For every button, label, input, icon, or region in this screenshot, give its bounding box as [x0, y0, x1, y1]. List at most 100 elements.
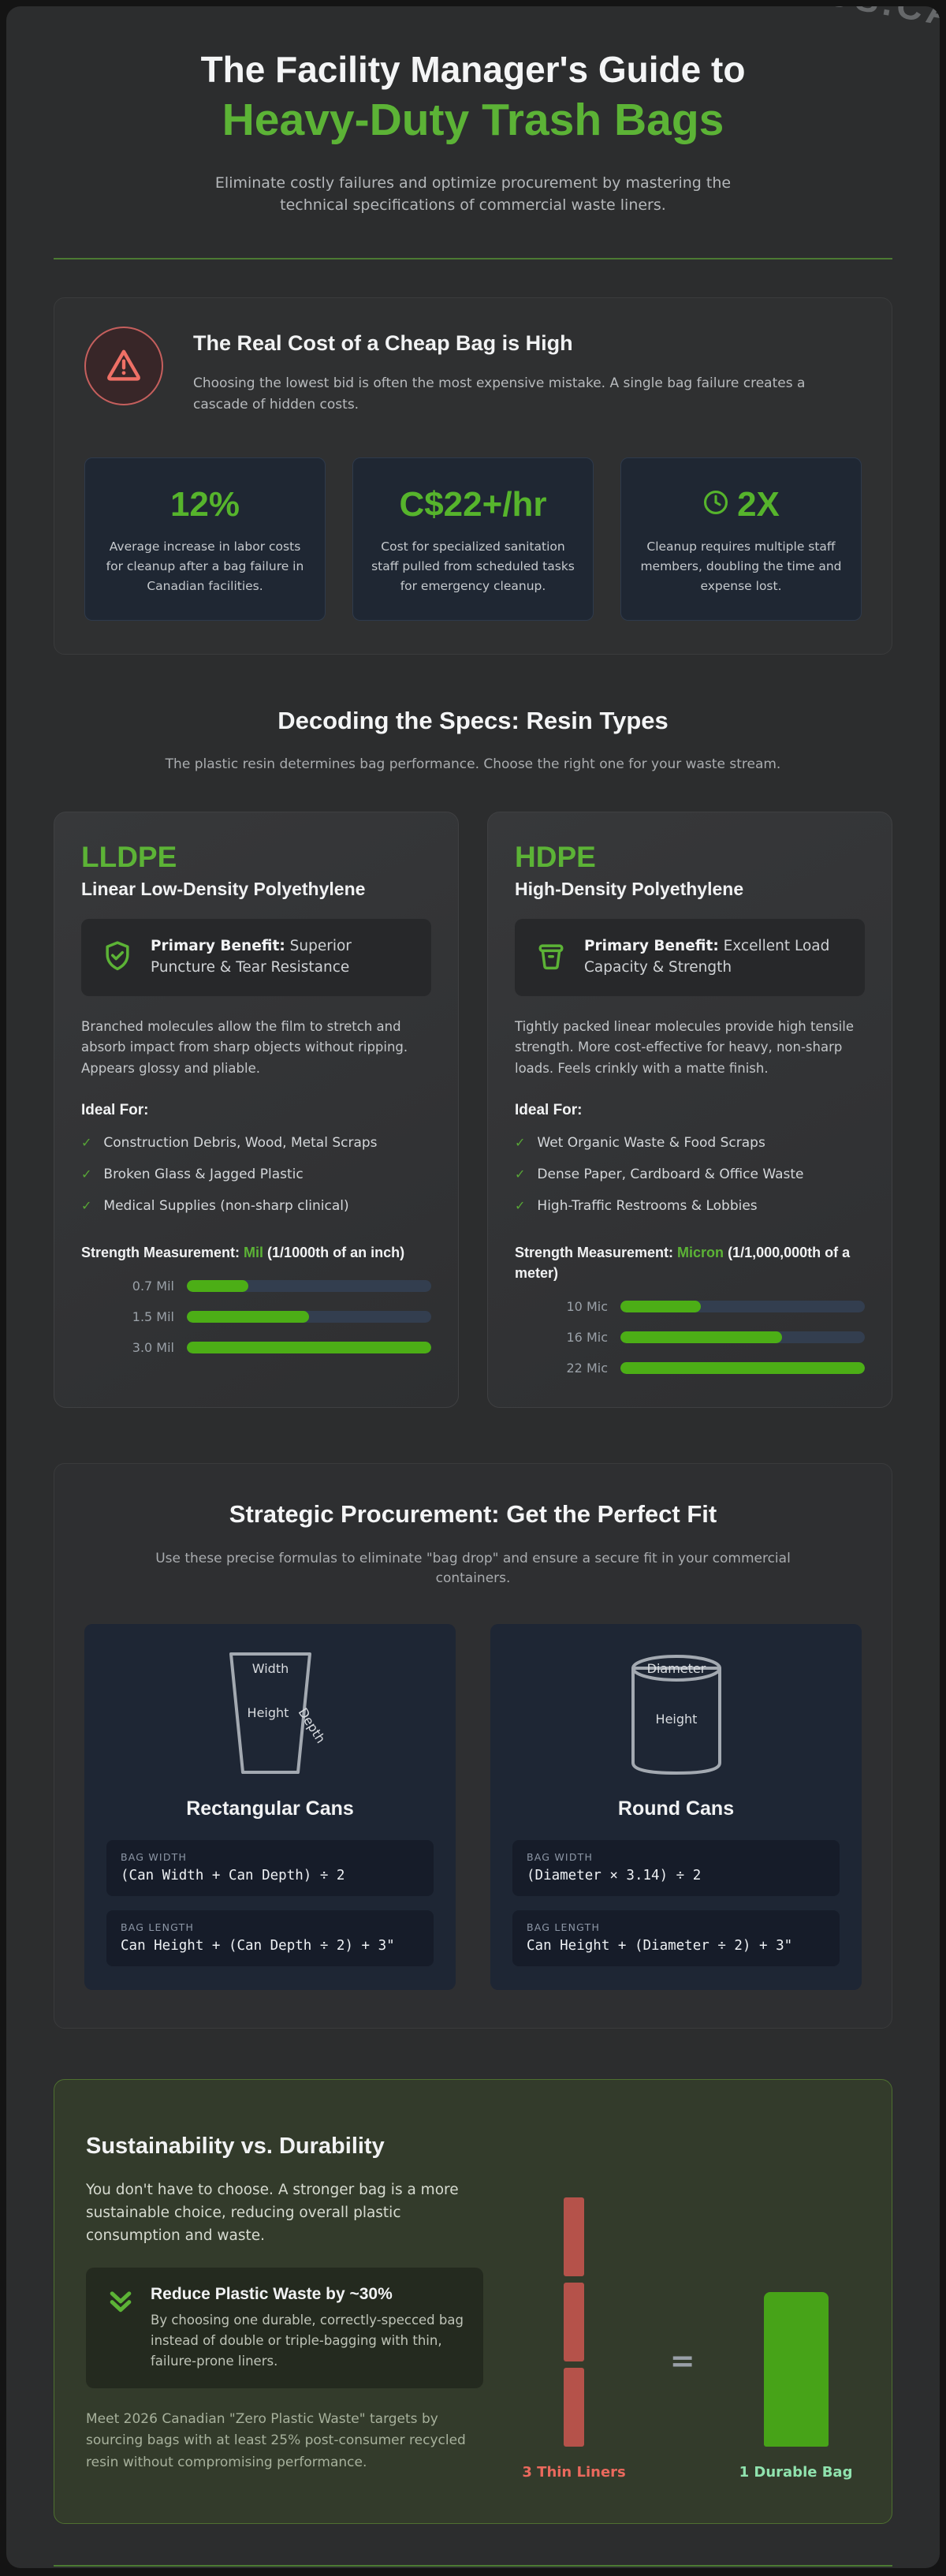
bar-fill	[620, 1331, 782, 1343]
resin-acronym: HDPE	[515, 840, 596, 873]
stat-description: Cost for specialized sanitation staff pu…	[371, 539, 575, 593]
bin-icon	[534, 939, 568, 976]
resin-description: Branched molecules allow the film to str…	[81, 1018, 408, 1077]
check-icon: ✓	[81, 1197, 92, 1213]
page-title-line2: Heavy-Duty Trash Bags	[222, 94, 724, 145]
sustainability-section: Sustainability vs. Durability You don't …	[54, 2078, 892, 2524]
bar-fill	[620, 1361, 865, 1374]
check-icon: ✓	[515, 1134, 526, 1150]
formula-box: BAG LENGTH Can Height + (Can Depth ÷ 2) …	[106, 1910, 434, 1966]
resin-grid: LLDPE Linear Low-Density Polyethylene Pr…	[54, 811, 892, 1408]
clock-icon	[702, 485, 729, 525]
bar-track	[187, 1310, 431, 1323]
can-title: Rectangular Cans	[186, 1797, 354, 1820]
bar-track	[620, 1300, 865, 1312]
header: The Facility Manager's Guide to Heavy-Du…	[54, 6, 892, 217]
can-title: Round Cans	[617, 1797, 735, 1820]
sustainability-intro: You don't have to choose. A stronger bag…	[86, 2181, 459, 2245]
cost-title: The Real Cost of a Cheap Bag is High	[193, 330, 573, 355]
benefit-label: Primary Benefit:	[584, 937, 719, 954]
fit-section: Strategic Procurement: Get the Perfect F…	[54, 1462, 892, 2029]
strength-bar-row: 22 Mic	[515, 1361, 865, 1376]
bar-label: 16 Mic	[566, 1329, 609, 1345]
liner-comparison-chart: 3 Thin Liners = 1 Durable Bag	[515, 2115, 860, 2487]
strength-bar-row: 10 Mic	[515, 1299, 865, 1314]
strength-unit: Micron	[677, 1244, 724, 1260]
bar-label: 1.5 Mil	[132, 1309, 174, 1324]
thin-liner-bar	[564, 2367, 585, 2447]
list-item: ✓ Construction Debris, Wood, Metal Scraps	[81, 1134, 378, 1151]
formula-value: Can Height + (Can Depth ÷ 2) + 3"	[121, 1937, 395, 1954]
bar-label: 3.0 Mil	[132, 1339, 174, 1355]
formula-box: BAG WIDTH (Can Width + Can Depth) ÷ 2	[106, 1839, 434, 1896]
resin-acronym: LLDPE	[81, 840, 177, 873]
svg-text:Width: Width	[251, 1661, 288, 1676]
ideal-for-label: Ideal For:	[515, 1101, 583, 1118]
cta-divider	[54, 2564, 892, 2567]
header-divider	[54, 257, 892, 259]
check-icon: ✓	[81, 1166, 92, 1182]
reduce-waste-box: Reduce Plastic Waste by ~30% By choosing…	[86, 2268, 483, 2389]
list-item: ✓ High-Traffic Restrooms & Lobbies	[515, 1197, 758, 1214]
bar-track	[187, 1279, 431, 1292]
stat-value: 12%	[169, 485, 240, 525]
bar-label: 10 Mic	[566, 1298, 609, 1314]
round-can-card: Diameter Height Round Cans BAG WIDTH (Di…	[490, 1623, 862, 1990]
durable-bag-bar	[763, 2291, 829, 2447]
svg-text:Diameter: Diameter	[646, 1661, 706, 1676]
stat-card-cleanup-time: 2X Cleanup requires multiple staff membe…	[620, 457, 862, 621]
thin-liners-label: 3 Thin Liners	[522, 2463, 626, 2481]
benefit-box: Primary Benefit: Excellent Load Capacity…	[515, 918, 865, 996]
bar-fill	[187, 1310, 309, 1323]
list-item: ✓ Broken Glass & Jagged Plastic	[81, 1166, 304, 1182]
stat-description: Average increase in labor costs for clea…	[106, 539, 304, 593]
formula-label: BAG LENGTH	[121, 1921, 195, 1933]
resin-card-lldpe: LLDPE Linear Low-Density Polyethylene Pr…	[54, 811, 459, 1408]
fit-section-subtitle: Use these precise formulas to eliminate …	[155, 1550, 791, 1587]
check-icon: ✓	[81, 1134, 92, 1150]
strength-bar-row: 1.5 Mil	[81, 1309, 431, 1324]
strength-bar-row: 3.0 Mil	[81, 1340, 431, 1355]
ideal-list: ✓ Wet Organic Waste & Food Scraps ✓ Dense …	[515, 1135, 865, 1214]
equals-sign: =	[669, 2343, 695, 2378]
svg-text:Height: Height	[655, 1712, 697, 1727]
check-icon: ✓	[515, 1197, 526, 1213]
stat-card-hourly-cost: C$22+/hr Cost for specialized sanitation…	[352, 457, 594, 621]
stat-value: C$22+/hr	[399, 485, 547, 525]
resin-description: Tightly packed linear molecules provide …	[515, 1018, 854, 1077]
durable-bag-column: 1 Durable Bag	[739, 2291, 852, 2481]
cost-description: Choosing the lowest bid is often the mos…	[193, 375, 806, 413]
bar-track	[620, 1331, 865, 1343]
formula-label: BAG WIDTH	[527, 1850, 594, 1863]
stat-card-labor: 12% Average increase in labor costs for …	[84, 457, 326, 621]
benefit-value: Excellent Load Capacity & Strength	[584, 937, 830, 976]
zero-plastic-waste-text: Meet 2026 Canadian "Zero Plastic Waste" …	[86, 2411, 466, 2470]
strength-bar-row: 16 Mic	[515, 1330, 865, 1345]
round-can-diagram: Diameter Height	[631, 1654, 721, 1775]
rectangular-can-card: Width Height Depth Rectangular Cans BAG …	[84, 1623, 456, 1990]
alert-badge	[84, 326, 163, 405]
formula-label: BAG LENGTH	[527, 1921, 601, 1933]
thin-liner-bar	[564, 2197, 585, 2276]
formula-box: BAG LENGTH Can Height + (Diameter ÷ 2) +…	[512, 1910, 840, 1966]
resin-fullname: High-Density Polyethylene	[515, 878, 744, 899]
sustainability-title: Sustainability vs. Durability	[86, 2133, 385, 2159]
check-icon: ✓	[515, 1166, 526, 1182]
fit-section-title: Strategic Procurement: Get the Perfect F…	[229, 1499, 717, 1528]
stat-value: 2X	[737, 485, 780, 525]
thin-liner-bar	[564, 2282, 585, 2361]
formula-label: BAG WIDTH	[121, 1850, 188, 1863]
resin-fullname: Linear Low-Density Polyethylene	[81, 878, 366, 899]
infographic-sheet: LINENPLUS.CA The Facility Manager's Guid…	[6, 6, 940, 2568]
bar-fill	[620, 1300, 702, 1312]
cost-section: The Real Cost of a Cheap Bag is High Cho…	[54, 297, 892, 655]
thin-liners-column: 3 Thin Liners	[522, 2197, 626, 2481]
reduce-waste-title: Reduce Plastic Waste by ~30%	[151, 2285, 393, 2304]
list-item: ✓ Dense Paper, Cardboard & Office Waste	[515, 1166, 804, 1182]
page-title-line1: The Facility Manager's Guide to	[200, 49, 746, 90]
page-subtitle: Eliminate costly failures and optimize p…	[214, 174, 732, 215]
formula-value: (Can Width + Can Depth) ÷ 2	[121, 1867, 345, 1883]
bar-fill	[187, 1341, 431, 1353]
bar-label: 0.7 Mil	[132, 1278, 174, 1294]
formula-value: (Diameter × 3.14) ÷ 2	[527, 1867, 702, 1883]
